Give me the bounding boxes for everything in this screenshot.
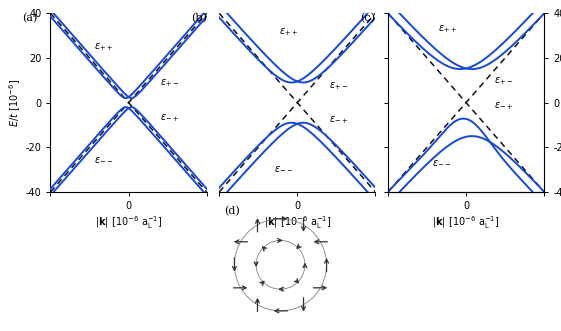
Text: $\epsilon_{+-}$: $\epsilon_{+-}$ — [494, 75, 513, 87]
Text: $\epsilon_{++}$: $\epsilon_{++}$ — [94, 41, 113, 53]
Text: $\epsilon_{-+}$: $\epsilon_{-+}$ — [329, 114, 348, 126]
Y-axis label: $E/t\ \mathregular{[10^{-6}]}$: $E/t\ \mathregular{[10^{-6}]}$ — [7, 78, 23, 127]
X-axis label: $|\mathbf{k}|\ \mathregular{[10^{-6}\ a_L^{-1}]}$: $|\mathbf{k}|\ \mathregular{[10^{-6}\ a_… — [95, 214, 162, 231]
Text: $\epsilon_{+-}$: $\epsilon_{+-}$ — [329, 80, 348, 92]
Text: $\epsilon_{--}$: $\epsilon_{--}$ — [431, 157, 451, 167]
Text: $\epsilon_{++}$: $\epsilon_{++}$ — [438, 23, 457, 35]
Text: $\epsilon_{++}$: $\epsilon_{++}$ — [279, 27, 298, 38]
Text: $\epsilon_{--}$: $\epsilon_{--}$ — [94, 154, 113, 164]
X-axis label: $|\mathbf{k}|\ \mathregular{[10^{-6}\ a_L^{-1}]}$: $|\mathbf{k}|\ \mathregular{[10^{-6}\ a_… — [433, 214, 500, 231]
Text: (d): (d) — [224, 206, 240, 216]
Text: $\epsilon_{-+}$: $\epsilon_{-+}$ — [494, 100, 513, 112]
Text: (b): (b) — [191, 13, 207, 24]
Text: $\epsilon_{--}$: $\epsilon_{--}$ — [274, 163, 293, 172]
Text: $\epsilon_{-+}$: $\epsilon_{-+}$ — [160, 113, 179, 124]
Text: (c): (c) — [360, 13, 375, 24]
Text: (a): (a) — [22, 13, 38, 24]
X-axis label: $|\mathbf{k}|\ \mathregular{[10^{-6}\ a_L^{-1}]}$: $|\mathbf{k}|\ \mathregular{[10^{-6}\ a_… — [264, 214, 331, 231]
Text: $\epsilon_{+-}$: $\epsilon_{+-}$ — [160, 77, 179, 88]
